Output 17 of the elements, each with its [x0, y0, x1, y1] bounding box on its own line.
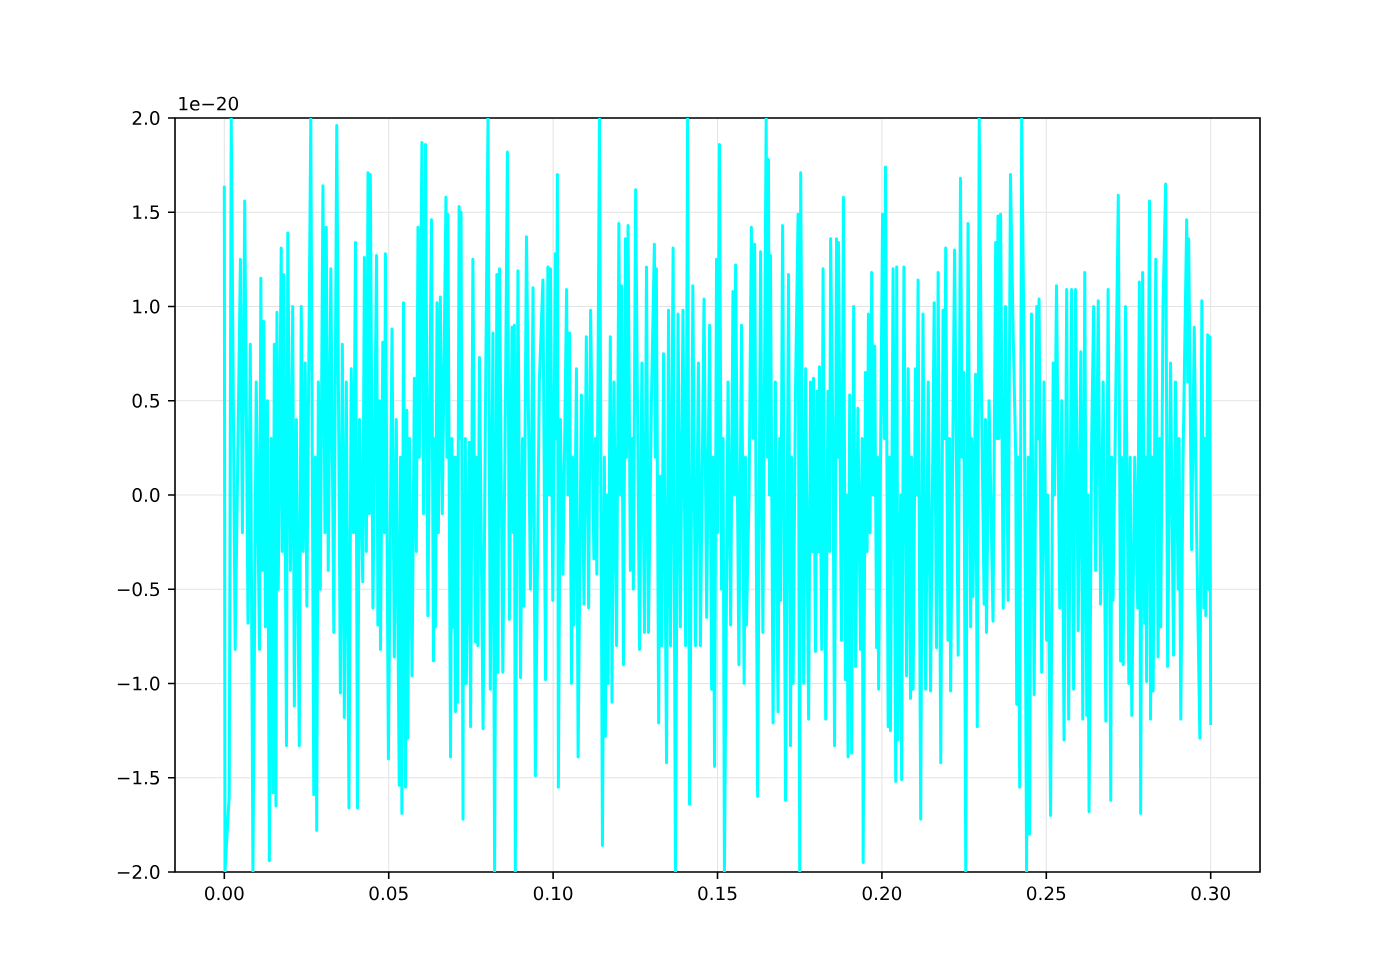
y-tick-label: 1.5 — [133, 205, 159, 220]
y-tick-label: −1.5 — [117, 770, 159, 785]
y-tick-label: −0.5 — [117, 582, 159, 597]
y-tick-label: −1.0 — [117, 676, 160, 691]
x-tick-label: 0.15 — [698, 886, 737, 901]
y-tick-label: 2.0 — [132, 111, 160, 125]
x-tick-label: 0.25 — [1027, 886, 1066, 901]
y-tick-label: 1.0 — [133, 299, 160, 314]
x-tick-label: 0.05 — [369, 886, 408, 901]
x-tick-label: 0.00 — [205, 886, 244, 901]
y-tick-label: 0.5 — [132, 393, 159, 408]
x-tick-label: 0.10 — [533, 886, 573, 901]
y-tick-label: 0.0 — [132, 488, 160, 502]
text: 1e−20 — [179, 96, 239, 111]
x-tick-label: 0.20 — [862, 886, 902, 901]
x-tick-label: 0.30 — [1191, 886, 1230, 901]
y-tick-label: −2.0 — [117, 865, 160, 879]
